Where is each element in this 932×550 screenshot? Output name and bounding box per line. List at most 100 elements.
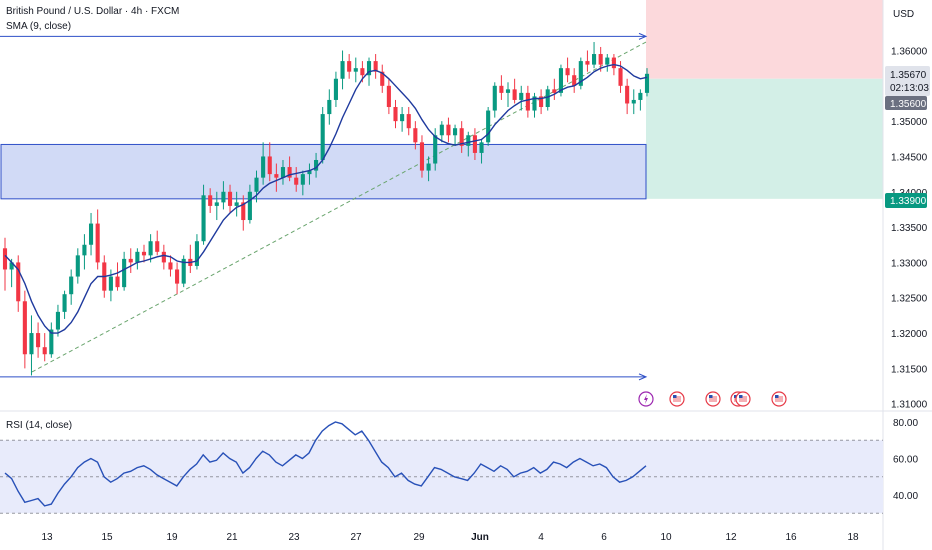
candle [578,57,583,90]
candle-body [545,89,550,108]
candle-body [280,167,286,178]
rsi-indicator-label: RSI (14, close) [6,420,72,431]
take-profit-zone[interactable] [646,78,883,199]
candle [512,78,517,104]
candle-body [519,92,524,100]
candle-body [499,85,504,93]
candle-body [472,135,477,153]
horizontal-rays[interactable] [0,32,648,381]
candle [75,248,80,284]
candle [55,304,61,337]
candle [141,244,147,263]
candle [2,237,8,291]
candle-body [108,276,113,291]
candle-body [486,110,491,143]
candle [16,255,21,312]
candle-body [55,311,61,330]
candle-body [466,135,471,146]
candle-body [380,71,385,86]
candle-body [638,92,643,100]
economic-events-row[interactable] [638,391,787,407]
candle [426,156,431,182]
candle [155,230,160,256]
candle [294,167,299,192]
us-flag-icon[interactable] [771,391,787,407]
candle [499,75,504,100]
candle-body [525,92,530,111]
candle-body [95,223,100,263]
candle [486,107,491,146]
candle [459,121,464,153]
candle [168,255,173,277]
candle [300,170,305,196]
currency-label[interactable]: USD [893,9,914,20]
candle [208,188,213,213]
candle [221,181,226,210]
candle-body [611,57,616,69]
candle-body [2,248,8,270]
candle [406,107,411,136]
candle-body [181,258,186,284]
rsi-tick-label: 80.00 [893,418,918,429]
symbol-title: British Pound / U.S. Dollar · 4h · FXCM [6,6,179,17]
price-tick-label: 1.33500 [891,223,928,234]
candle [327,89,332,125]
candle [519,85,524,111]
candle [380,64,385,93]
stop-price-badge: 1.33900 [885,193,927,208]
time-axis[interactable]: 13 15 19 21 23 27 29 Jun 4 6 10 12 16 18 [41,532,859,543]
candle [241,195,246,231]
candle [201,184,206,245]
candle-body [161,251,166,263]
candle-body [578,61,583,86]
time-tick-label: 13 [41,532,53,543]
candle [274,163,279,192]
us-flag-icon[interactable] [669,391,685,407]
candle [413,121,418,150]
candle-body [9,262,14,270]
candle [29,315,34,376]
candle [386,78,391,115]
candle-body [254,177,259,192]
candle [539,89,544,115]
candle-body [88,223,94,245]
candle-body [36,333,41,348]
candle [591,42,597,69]
candle [307,163,312,185]
candle-body [565,68,570,76]
candle [585,50,590,72]
candle [340,50,345,90]
us-flag-icon[interactable] [735,391,751,407]
candle-body [320,114,325,160]
stop-loss-zone[interactable] [646,0,883,79]
candle [88,212,94,256]
candle-body [353,68,358,72]
sma-line [4,63,648,334]
us-flag-icon[interactable] [705,391,721,407]
candle-body [552,89,557,93]
candle [373,54,378,79]
time-tick-label: 16 [785,532,797,543]
rsi-axis[interactable]: 80.00 60.00 40.00 [893,418,918,502]
candle [472,128,477,160]
candle-body [208,195,213,206]
candle [565,57,570,83]
candle [9,258,14,288]
lightning-icon[interactable] [638,391,654,407]
candle [314,152,319,178]
price-tick-label: 1.36000 [891,47,928,58]
candle-body [69,276,74,295]
candle [267,142,272,182]
candle-body [644,73,650,93]
candle-body [29,333,34,355]
candle [128,248,133,274]
candle [261,142,266,185]
candle-body [227,191,233,206]
candle-body [214,202,219,206]
price-tick-label: 1.35000 [891,117,928,128]
candle-body [247,191,252,221]
candle [558,64,564,97]
candle-body [373,61,378,72]
candle-body [287,167,292,178]
